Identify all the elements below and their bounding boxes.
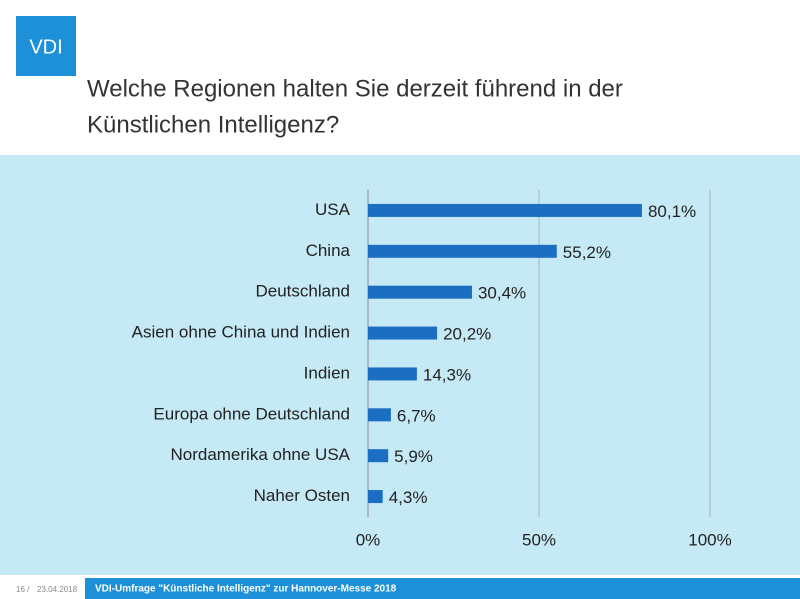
y-tick-label: Europa ohne Deutschland <box>153 404 350 423</box>
bar <box>368 326 438 340</box>
bar <box>368 285 472 299</box>
x-tick-label: 50% <box>522 530 556 549</box>
chart-title: Welche Regionen halten Sie derzeit führe… <box>87 75 623 102</box>
y-tick-label: Nordamerika ohne USA <box>170 445 350 464</box>
footer-caption: VDI-Umfrage "Künstliche Intelligenz" zur… <box>95 584 397 595</box>
bar <box>368 367 417 381</box>
x-tick-label: 0% <box>356 530 381 549</box>
logo-box <box>16 16 76 76</box>
y-tick-label: Asien ohne China und Indien <box>132 323 350 342</box>
chart-title: Künstlichen Intelligenz? <box>87 111 339 138</box>
y-tick-label: Naher Osten <box>254 486 350 505</box>
chart-area <box>0 155 800 575</box>
value-label: 80,1% <box>648 202 696 221</box>
value-label: 55,2% <box>563 243 611 262</box>
value-label: 20,2% <box>443 325 491 344</box>
bar <box>368 244 557 258</box>
value-label: 6,7% <box>397 406 436 425</box>
y-tick-label: China <box>306 241 351 260</box>
page-number: 16 / <box>16 585 30 594</box>
date: 23.04.2018 <box>37 585 78 594</box>
value-label: 5,9% <box>394 447 433 466</box>
value-label: 14,3% <box>423 365 471 384</box>
bar <box>368 408 391 422</box>
footer-bar <box>85 578 800 599</box>
y-tick-label: Indien <box>304 363 350 382</box>
y-tick-label: USA <box>315 200 351 219</box>
x-tick-label: 100% <box>688 530 731 549</box>
bar <box>368 449 389 463</box>
bar <box>368 490 383 504</box>
y-tick-label: Deutschland <box>255 282 350 301</box>
value-label: 4,3% <box>389 488 428 507</box>
logo: VDI <box>29 36 62 58</box>
bar <box>368 203 642 217</box>
value-label: 30,4% <box>478 284 526 303</box>
